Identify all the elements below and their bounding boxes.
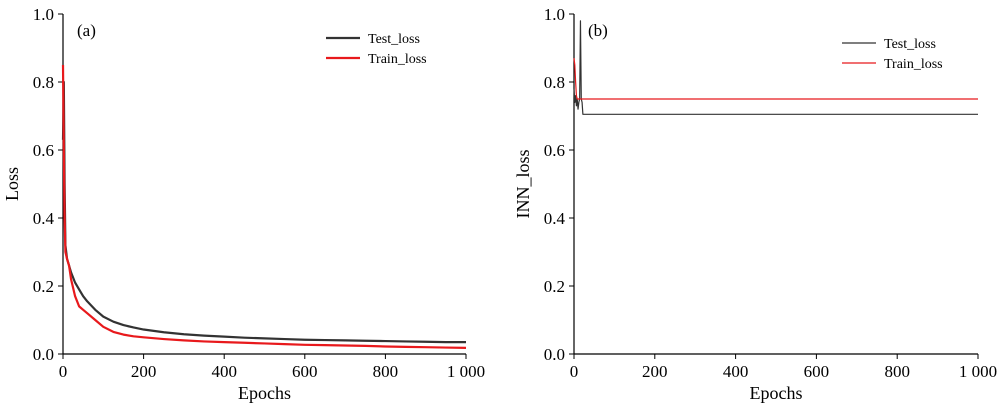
y-tick-label: 0.6: [33, 141, 54, 160]
series-line-test-loss: [61, 80, 466, 344]
legend-label: Test_loss: [884, 37, 936, 52]
series-line-train-loss: [573, 58, 978, 100]
y-axis-title: Loss: [2, 167, 22, 201]
x-tick-label: 800: [373, 362, 399, 381]
legend-label: Train_loss: [368, 52, 427, 67]
x-axis-title: Epochs: [238, 383, 291, 403]
chart-panel-a: 0 200 400 600 800 1 000 0.0 0.2 0.4 0.6 0.8 1.0 Epoc…: [2, 5, 485, 403]
y-tick-label: 0.6: [544, 141, 565, 160]
y-tick-label: 0.4: [33, 209, 55, 228]
y-tick-label: 1.0: [33, 5, 54, 24]
y-tick-label: 0.4: [544, 209, 566, 228]
y-tick-label: 0.0: [33, 345, 54, 364]
x-tick-label: 600: [292, 362, 318, 381]
y-tick-label: 0.8: [33, 73, 54, 92]
legend-label: Train_loss: [884, 57, 943, 72]
y-tick-label: 0.8: [544, 73, 565, 92]
y-tick-label: 0.2: [544, 277, 565, 296]
x-tick-label: 400: [723, 362, 749, 381]
series-line-test-loss: [573, 20, 978, 115]
y-tick-label: 1.0: [544, 5, 565, 24]
legend: Test_loss Train_loss: [842, 37, 943, 72]
chart-panel-b: 0 200 400 600 800 1 000 0.0 0.2 0.4 0.6 0.8 1.0 Epoc…: [513, 5, 997, 403]
x-tick-label: 200: [642, 362, 668, 381]
legend-label: Test_loss: [368, 32, 420, 47]
x-tick-label: 400: [211, 362, 237, 381]
panel-label: (a): [77, 21, 96, 40]
x-tick-label: 0: [570, 362, 579, 381]
x-tick-label: 1 000: [447, 362, 485, 381]
x-tick-label: 1 000: [959, 362, 997, 381]
x-axis-title: Epochs: [750, 383, 803, 403]
x-tick-label: 0: [59, 362, 68, 381]
y-tick-label: 0.2: [33, 277, 54, 296]
x-tick-label: 800: [884, 362, 910, 381]
series-line-train-loss: [61, 64, 467, 349]
panel-label: (b): [588, 21, 608, 40]
x-tick-label: 600: [804, 362, 830, 381]
legend: Test_loss Train_loss: [326, 32, 427, 67]
x-tick-label: 200: [131, 362, 157, 381]
y-tick-label: 0.0: [544, 345, 565, 364]
y-axis-title: INN_loss: [513, 149, 533, 218]
